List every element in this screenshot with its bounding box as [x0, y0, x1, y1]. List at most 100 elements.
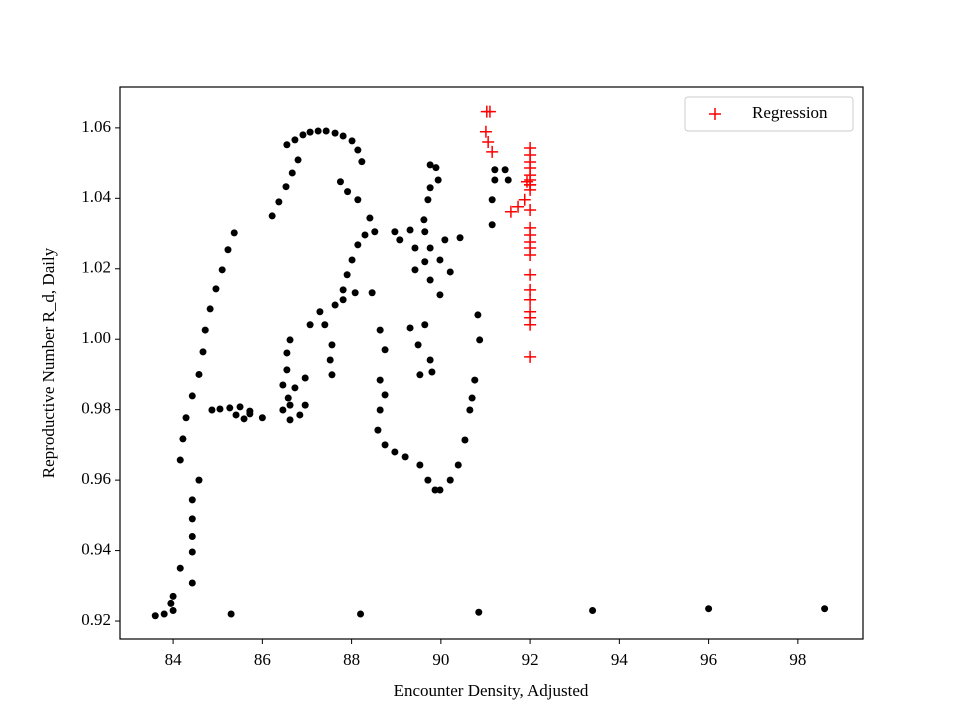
scatter-point — [436, 486, 444, 494]
scatter-point — [283, 366, 291, 374]
scatter-point — [296, 411, 304, 419]
scatter-point — [176, 564, 184, 572]
scatter-point — [314, 127, 322, 135]
scatter-point — [240, 415, 248, 423]
legend-box — [684, 96, 854, 132]
scatter-point — [331, 129, 339, 137]
y-tick-label: 0.92 — [81, 610, 111, 629]
plus-point — [504, 205, 517, 218]
scatter-point — [358, 158, 366, 166]
scatter-point — [316, 308, 324, 316]
scatter-point — [488, 221, 496, 229]
scatter-point — [491, 166, 499, 174]
scatter-point — [218, 266, 226, 274]
scatter-point — [226, 404, 234, 412]
plus-point — [524, 249, 537, 262]
scatter-point — [268, 212, 276, 220]
plus-point — [518, 193, 531, 206]
scatter-point — [176, 456, 184, 464]
scatter-point — [421, 258, 429, 266]
scatter-point — [441, 236, 449, 244]
scatter-point — [432, 164, 440, 172]
scatter-point — [212, 285, 220, 293]
scatter-point — [391, 448, 399, 456]
scatter-point — [299, 131, 307, 139]
scatter-point — [306, 321, 314, 329]
scatter-point — [456, 234, 464, 242]
legend-marker — [709, 108, 721, 120]
scatter-point — [306, 128, 314, 136]
scatter-point — [411, 244, 419, 252]
scatter-point — [348, 256, 356, 264]
y-tick-label: 0.96 — [81, 469, 111, 488]
x-axis-label: Encounter Density, Adjusted — [394, 681, 589, 700]
scatter-point — [705, 605, 713, 613]
legend-label: Regression — [752, 103, 828, 122]
scatter-point — [227, 610, 235, 618]
scatter-point — [321, 321, 329, 329]
scatter-point — [343, 271, 351, 279]
scatter-point — [246, 410, 254, 418]
x-tick-label: 88 — [343, 650, 360, 669]
scatter-point — [391, 228, 399, 236]
scatter-point — [351, 289, 359, 297]
scatter-point — [326, 356, 334, 364]
scatter-point — [167, 599, 175, 607]
plus-point — [480, 105, 493, 118]
scatter-point — [416, 371, 424, 379]
scatter-point — [188, 532, 196, 540]
scatter-point — [199, 348, 207, 356]
plus-point — [524, 318, 537, 331]
scatter-point — [179, 435, 187, 443]
scatter-point — [381, 441, 389, 449]
scatter-point — [421, 228, 429, 236]
scatter-point — [188, 496, 196, 504]
scatter-point — [426, 184, 434, 192]
scatter-point — [322, 127, 330, 135]
scatter-point — [416, 461, 424, 469]
plus-point — [524, 268, 537, 281]
plus-point — [482, 135, 495, 148]
scatter-point — [468, 394, 476, 402]
scatter-point — [381, 391, 389, 399]
scatter-point — [331, 301, 339, 309]
scatter-point — [589, 606, 597, 614]
scatter-point — [232, 411, 240, 419]
y-axis-label: Reproductive Number R_d, Daily — [39, 247, 58, 478]
scatter-point — [454, 461, 462, 469]
scatter-point — [188, 579, 196, 587]
x-tick-label: 94 — [611, 650, 629, 669]
scatter-point — [169, 606, 177, 614]
scatter-point — [436, 291, 444, 299]
scatter-point — [376, 406, 384, 414]
scatter-point — [424, 476, 432, 484]
scatter-point — [420, 216, 428, 224]
scatter-point — [282, 183, 290, 191]
scatter-point — [284, 394, 292, 402]
scatter-point — [301, 401, 309, 409]
scatter-point — [421, 321, 429, 329]
plus-point — [486, 145, 499, 158]
scatter-point — [374, 426, 382, 434]
y-tick-label: 0.98 — [81, 399, 111, 418]
scatter-point — [381, 346, 389, 354]
scatter-point — [488, 196, 496, 204]
scatter-point — [169, 592, 177, 600]
scatter-point — [294, 156, 302, 164]
scatter-point — [151, 612, 159, 620]
scatter-point — [160, 610, 168, 618]
scatter-point — [195, 476, 203, 484]
scatter-point — [436, 256, 444, 264]
scatter-point — [188, 515, 196, 523]
scatter-point — [354, 241, 362, 249]
scatter-point — [344, 188, 352, 196]
scatter-point — [376, 376, 384, 384]
plus-point — [524, 293, 537, 306]
scatter-point — [821, 605, 829, 613]
x-tick-label: 84 — [165, 650, 183, 669]
x-tick-label: 92 — [522, 650, 539, 669]
scatter-point — [206, 305, 214, 313]
scatter-point — [328, 371, 336, 379]
scatter-point — [501, 166, 509, 174]
